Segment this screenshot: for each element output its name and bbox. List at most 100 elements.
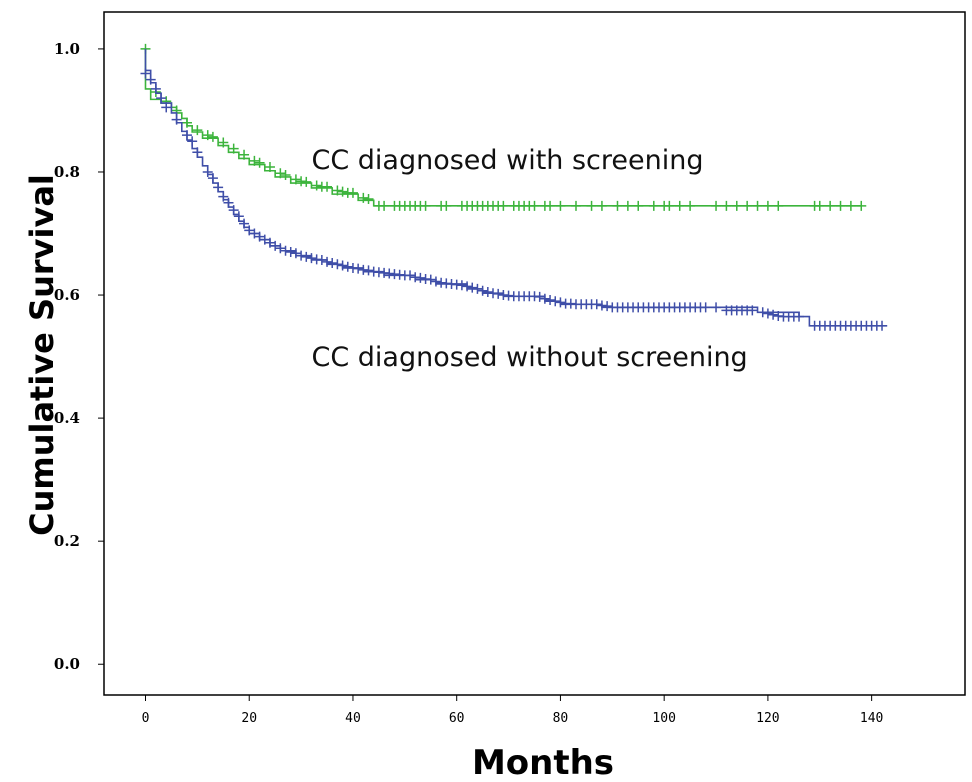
- censor-mark: [415, 272, 426, 283]
- censor-mark: [529, 200, 540, 211]
- censor-mark: [539, 293, 550, 304]
- censor-mark: [228, 143, 239, 154]
- censor-mark: [768, 309, 779, 320]
- censor-mark: [140, 68, 151, 79]
- censor-mark: [731, 200, 742, 211]
- censor-mark: [467, 282, 478, 293]
- censor-mark: [316, 254, 327, 265]
- annotation-layer: CC diagnosed with screening CC diagnosed …: [311, 145, 747, 373]
- series-annotation: CC diagnosed with screening: [311, 145, 703, 176]
- censor-mark: [472, 283, 483, 294]
- censor-mark: [233, 211, 244, 222]
- censor-mark: [171, 114, 182, 125]
- censor-mark: [570, 200, 581, 211]
- censor-mark: [591, 299, 602, 310]
- censor-mark: [254, 157, 265, 168]
- y-tick-label: 0.6: [54, 286, 80, 304]
- censor-mark: [275, 168, 286, 179]
- axes: 0 20 40 60 80 100 120 140 0.0 0.2 0.4 0.6 0.8 1.0: [54, 40, 883, 726]
- censor-mark: [244, 225, 255, 236]
- censor-mark: [145, 74, 156, 85]
- censor-mark: [482, 286, 493, 297]
- x-tick-label: 140: [860, 711, 883, 726]
- censor-mark: [612, 200, 623, 211]
- censor-mark: [264, 162, 275, 173]
- censor-mark: [223, 197, 234, 208]
- censor-mark: [602, 301, 613, 312]
- censor-mark: [213, 182, 224, 193]
- censor-mark: [550, 296, 561, 307]
- censor-mark: [441, 200, 452, 211]
- censor-mark: [711, 302, 722, 313]
- censor-mark: [773, 200, 784, 211]
- censor-mark: [721, 200, 732, 211]
- y-tick-label: 1.0: [54, 40, 80, 58]
- censor-mark: [762, 308, 773, 319]
- censor-mark: [363, 265, 374, 276]
- censor-mark: [493, 288, 504, 299]
- censor-mark: [322, 256, 333, 267]
- censor-mark: [425, 274, 436, 285]
- x-tick-label: 120: [756, 711, 779, 726]
- censor-mark: [835, 200, 846, 211]
- censor-mark: [280, 170, 291, 181]
- censor-mark: [700, 302, 711, 313]
- censor-mark: [322, 181, 333, 192]
- censor-mark: [586, 200, 597, 211]
- censor-mark: [337, 186, 348, 197]
- censor-mark: [685, 200, 696, 211]
- censor-mark: [633, 200, 644, 211]
- censor-mark: [742, 200, 753, 211]
- censor-mark: [379, 200, 390, 211]
- censor-mark: [280, 245, 291, 256]
- censor-mark: [239, 149, 250, 160]
- censor-mark: [555, 297, 566, 308]
- censor-mark: [674, 200, 685, 211]
- censor-mark: [332, 185, 343, 196]
- censor-mark: [207, 173, 218, 184]
- censor-mark: [296, 250, 307, 261]
- censor-mark: [187, 136, 198, 147]
- x-tick-label: 0: [142, 711, 150, 726]
- censor-mark: [181, 117, 192, 128]
- x-tick-label: 100: [652, 711, 675, 726]
- censor-mark: [845, 200, 856, 211]
- censor-mark: [757, 307, 768, 318]
- censor-mark: [202, 130, 213, 141]
- censor-mark: [420, 200, 431, 211]
- censor-mark: [353, 263, 364, 274]
- censor-mark: [825, 200, 836, 211]
- y-tick-label: 0.2: [54, 532, 80, 550]
- censor-mark: [254, 231, 265, 242]
- censor-mark: [239, 218, 250, 229]
- censor-mark: [192, 147, 203, 158]
- censor-mark: [430, 276, 441, 287]
- plot-frame: [103, 11, 966, 696]
- censor-mark: [358, 192, 369, 203]
- censor-mark: [456, 280, 467, 291]
- censor-mark: [762, 200, 773, 211]
- censor-mark: [306, 253, 317, 264]
- censor-mark: [545, 200, 556, 211]
- censor-mark: [156, 93, 167, 104]
- censor-mark: [648, 200, 659, 211]
- censor-mark: [596, 200, 607, 211]
- censor-mark: [161, 102, 172, 113]
- censor-mark: [301, 251, 312, 262]
- censor-mark: [794, 311, 805, 322]
- censor-mark: [192, 125, 203, 136]
- censor-mark: [337, 260, 348, 271]
- censor-mark: [664, 200, 675, 211]
- x-tick-label: 40: [345, 711, 361, 726]
- censor-mark: [477, 285, 488, 296]
- censor-mark: [275, 243, 286, 254]
- censor-mark: [711, 200, 722, 211]
- censor-mark: [622, 200, 633, 211]
- censor-mark: [290, 248, 301, 259]
- series-1: [140, 48, 888, 331]
- censor-mark: [290, 174, 301, 185]
- y-tick-label: 0.4: [54, 409, 80, 427]
- y-tick-label: 0.0: [54, 655, 80, 673]
- censor-mark: [285, 246, 296, 257]
